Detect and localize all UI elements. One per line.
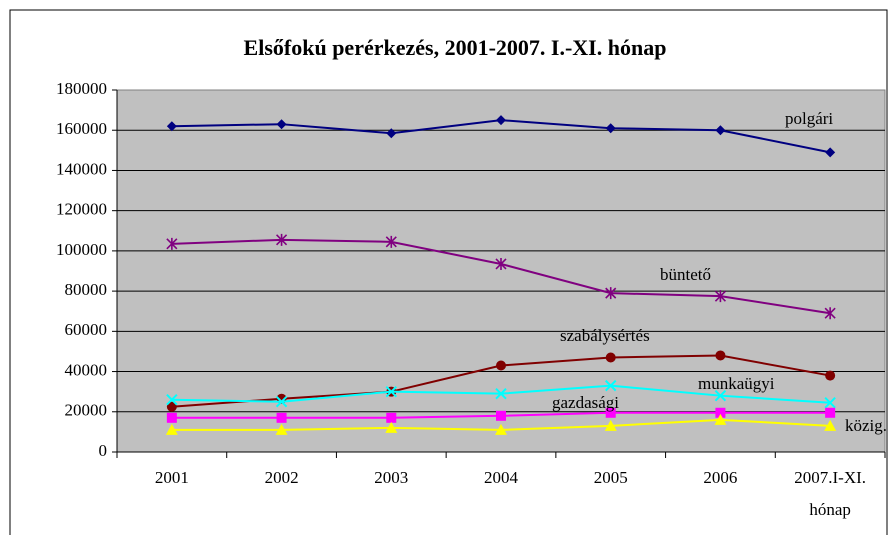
marker	[604, 419, 617, 431]
marker	[276, 233, 288, 246]
marker	[495, 387, 507, 400]
marker	[714, 290, 726, 303]
marker	[496, 115, 506, 126]
series-label: munkaügyi	[698, 374, 775, 393]
marker	[825, 407, 836, 418]
marker	[715, 125, 726, 136]
marker	[825, 370, 836, 381]
plot-area	[116, 89, 886, 453]
y-tick-label: 40000	[65, 360, 108, 379]
marker	[496, 360, 506, 371]
y-tick-label: 0	[99, 441, 108, 460]
x-tick-label: 2004	[484, 468, 518, 487]
marker	[275, 423, 288, 435]
marker	[276, 119, 287, 130]
marker	[825, 147, 836, 158]
marker	[715, 350, 726, 361]
x-tick-label: 2002	[264, 468, 299, 487]
marker	[714, 389, 727, 402]
marker	[495, 423, 507, 435]
y-tick-label: 20000	[65, 401, 108, 420]
marker	[605, 287, 617, 300]
marker	[714, 413, 727, 425]
marker	[165, 423, 178, 435]
marker	[385, 385, 397, 398]
marker	[166, 237, 178, 250]
series-label: gazdasági	[552, 393, 619, 412]
series-label: szabálysértés	[560, 326, 650, 345]
marker	[276, 412, 287, 423]
marker	[166, 412, 177, 423]
marker	[495, 257, 507, 270]
marker	[605, 123, 616, 134]
marker	[496, 410, 506, 421]
marker	[386, 128, 397, 139]
marker	[166, 394, 178, 406]
x-tick-label: 2005	[593, 468, 628, 487]
y-tick-label: 120000	[56, 200, 107, 219]
x-tick-label: 2007.I-XI. hónap	[794, 468, 867, 519]
x-tick-label: 2003	[374, 468, 409, 487]
chart-border	[9, 9, 888, 535]
marker	[385, 235, 397, 248]
y-tick-label: 80000	[65, 280, 108, 299]
y-tick-label: 160000	[56, 119, 107, 138]
y-tick-label: 60000	[65, 320, 108, 339]
series-label: közig.	[845, 416, 887, 435]
y-tick-label: 180000	[56, 79, 107, 98]
marker	[605, 352, 616, 363]
x-tick-label: 2001	[154, 468, 189, 487]
marker	[386, 412, 397, 423]
y-tick-label: 100000	[56, 240, 107, 259]
marker	[824, 307, 836, 320]
chart-title: Elsőfokú perérkezés, 2001-2007. I.-XI. h…	[244, 35, 667, 60]
marker	[824, 397, 836, 409]
marker	[605, 407, 616, 418]
series-label: polgári	[785, 109, 833, 128]
marker	[275, 396, 288, 408]
y-tick-label: 140000	[56, 159, 107, 178]
marker	[824, 419, 837, 431]
series-label: büntető	[660, 265, 711, 284]
marker	[166, 121, 177, 132]
marker	[385, 421, 398, 433]
marker	[605, 379, 617, 392]
x-tick-label: 2006	[703, 468, 738, 487]
marker	[166, 401, 177, 412]
marker	[715, 407, 726, 418]
